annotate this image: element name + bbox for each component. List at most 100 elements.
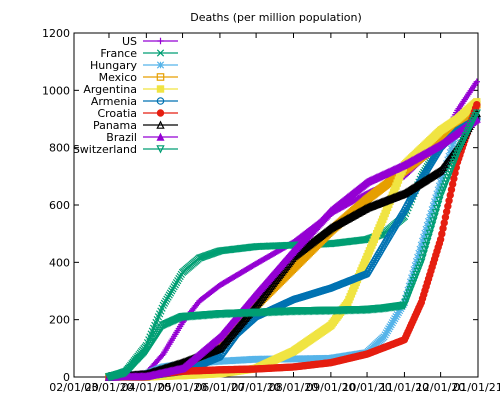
data-point	[414, 253, 422, 262]
legend-label: Croatia	[97, 107, 137, 120]
data-point	[438, 174, 446, 183]
legend-label: France	[100, 47, 137, 60]
legend: USFranceHungaryMexicoArgentinaArmeniaCro…	[73, 35, 178, 156]
data-point	[422, 225, 430, 233]
data-point	[160, 299, 169, 307]
data-point	[432, 194, 440, 202]
legend-label: Armenia	[91, 95, 137, 108]
data-point	[410, 266, 418, 274]
data-point	[168, 287, 176, 295]
legend-item: US	[122, 35, 178, 48]
data-point	[165, 291, 173, 299]
chart-title: Deaths (per million population)	[190, 11, 362, 24]
data-point	[158, 352, 166, 359]
legend-marker	[156, 132, 165, 141]
legend-marker	[156, 61, 165, 69]
series-line	[108, 81, 478, 378]
x-tick-label: 02/01/20	[49, 381, 98, 394]
legend-label: Mexico	[99, 71, 138, 84]
data-point	[416, 245, 424, 253]
x-tick-label: 10/01/20	[342, 381, 391, 394]
data-point	[432, 168, 442, 177]
x-tick-label: 04/01/20	[122, 381, 171, 394]
y-tick-label: 600	[49, 199, 70, 212]
legend-label: Argentina	[83, 83, 137, 96]
data-point	[449, 141, 457, 149]
legend-item: Panama	[93, 119, 178, 132]
legend-marker	[156, 109, 165, 117]
axis-ticks: 0 200 400 600 800 1000 1200 02/01/2003/01/2004/…	[42, 27, 500, 394]
data-point	[172, 279, 181, 287]
data-point	[174, 276, 182, 285]
legend-marker	[157, 37, 164, 45]
data-point	[421, 229, 429, 237]
data-point	[176, 272, 184, 281]
legend-item: Argentina	[83, 83, 178, 96]
y-tick-label: 1000	[42, 84, 70, 97]
legend-label: US	[122, 35, 137, 48]
legend-item: Armenia	[91, 95, 178, 108]
legend-label: Brazil	[106, 131, 137, 144]
y-tick-label: 800	[49, 142, 70, 155]
legend-label: Switzerland	[73, 143, 137, 156]
data-point	[169, 285, 177, 293]
data-point	[433, 190, 441, 198]
legend-item: Brazil	[106, 131, 178, 144]
legend-item: Mexico	[99, 71, 178, 84]
data-point	[412, 257, 421, 266]
data-point	[170, 283, 178, 291]
data-point	[164, 293, 172, 301]
data-point	[409, 270, 417, 278]
data-point	[166, 289, 175, 297]
legend-marker	[156, 85, 165, 93]
legend-label: Panama	[93, 119, 137, 132]
data-point	[436, 178, 445, 186]
y-tick-label: 1200	[42, 27, 70, 40]
data-point	[473, 100, 481, 109]
data-point	[420, 233, 428, 241]
data-point	[415, 249, 423, 257]
data-point	[423, 221, 431, 230]
legend-item: Croatia	[97, 107, 178, 120]
data-point	[417, 241, 425, 249]
x-tick-label: 11/01/20	[380, 381, 429, 394]
data-point	[171, 281, 179, 289]
legend-item: Switzerland	[73, 143, 178, 156]
legend-item: Hungary	[90, 59, 178, 72]
x-tick-label: 07/01/20	[231, 381, 280, 394]
data-point	[435, 166, 444, 176]
data-point	[402, 294, 410, 302]
legend-item: France	[100, 47, 178, 60]
legend-marker	[156, 97, 165, 105]
data-point	[472, 109, 481, 118]
x-tick-label: 05/01/20	[158, 381, 207, 394]
data-point	[159, 301, 167, 309]
data-point	[162, 297, 170, 305]
data-point	[403, 290, 411, 298]
series-brazil	[104, 114, 481, 381]
data-point	[446, 148, 454, 157]
x-tick-label: 06/01/20	[195, 381, 244, 394]
data-point	[163, 295, 171, 303]
legend-marker	[156, 73, 165, 81]
x-tick-label: 12/01/20	[416, 381, 465, 394]
legend-marker	[156, 49, 165, 57]
data-point	[418, 237, 427, 245]
x-tick-label: 09/01/20	[306, 381, 355, 394]
data-point	[447, 145, 456, 153]
data-point	[473, 78, 480, 85]
legend-label: Hungary	[90, 59, 137, 72]
data-point	[175, 274, 183, 283]
data-point	[435, 182, 444, 190]
y-tick-label: 200	[49, 314, 70, 327]
y-tick-label: 0	[63, 371, 70, 384]
legend-marker	[156, 145, 165, 154]
x-tick-label: 03/01/20	[84, 381, 133, 394]
series-lines	[104, 78, 481, 382]
series-switzerland	[104, 109, 481, 382]
y-tick-label: 400	[49, 256, 70, 269]
x-tick-label: 08/01/20	[269, 381, 318, 394]
legend-marker	[156, 120, 165, 129]
